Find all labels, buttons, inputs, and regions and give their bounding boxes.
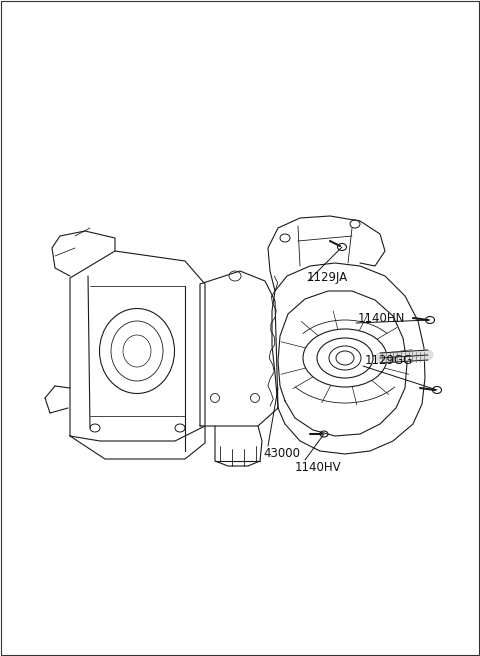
Text: 43000: 43000 xyxy=(263,447,300,460)
Text: 1140HV: 1140HV xyxy=(295,461,342,474)
Text: 1140HN: 1140HN xyxy=(358,312,406,325)
Text: 1129JA: 1129JA xyxy=(307,272,348,285)
Text: 1129GG: 1129GG xyxy=(365,354,413,367)
